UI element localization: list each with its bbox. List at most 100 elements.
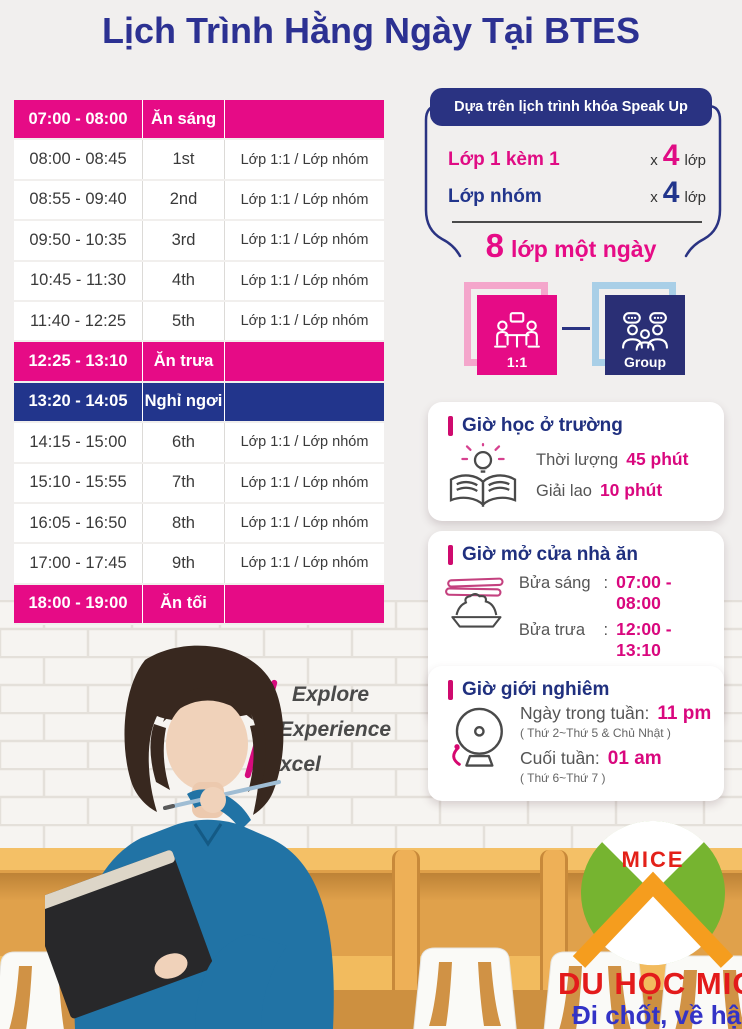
mice-logo: MICE <box>572 820 734 968</box>
cell-activity <box>225 100 384 138</box>
cell-activity: Lớp 1:1 / Lớp nhóm <box>240 434 369 451</box>
one-on-one-tile: 1:1 <box>477 295 557 375</box>
colon: : <box>603 621 609 639</box>
group-tile: Group <box>605 295 685 375</box>
group-label: Group <box>624 354 666 370</box>
table-row: 08:00 - 08:45 1st Lớp 1:1 / Lớp nhóm <box>14 140 384 181</box>
class-unit: lớp <box>684 152 706 169</box>
row-label: Bửa trưa <box>518 621 586 639</box>
class-count: 4 <box>662 139 680 172</box>
pink-bar-icon <box>448 545 453 565</box>
class-count: 4 <box>662 176 680 209</box>
card-title: Giờ mở cửa nhà ăn <box>462 544 638 565</box>
cell-period: 1st <box>143 140 225 179</box>
table-row: 08:55 - 09:40 2nd Lớp 1:1 / Lớp nhóm <box>14 180 384 222</box>
cell-time: 10:45 - 11:30 <box>14 261 143 300</box>
cell-time: 18:00 - 19:00 <box>14 584 143 624</box>
cell-time: 14:15 - 15:00 <box>14 423 143 462</box>
cell-time: 07:00 - 08:00 <box>14 100 143 139</box>
cell-period: 3rd <box>143 221 225 260</box>
cell-period: Ăn tối <box>143 584 225 624</box>
row-value: 07:00 - 08:00 <box>616 572 672 613</box>
cell-period: Ăn trưa <box>143 342 225 381</box>
logo-brand-text: MICE <box>622 847 685 872</box>
rice-meal-icon <box>445 577 504 628</box>
one-on-one-label: 1:1 <box>506 354 528 370</box>
alarm-bell-icon <box>452 707 503 767</box>
card-title: Giờ giới nghiêm <box>462 679 610 700</box>
speakup-row: Lớp nhóm x 4 lớp <box>448 178 706 208</box>
table-row: 09:50 - 10:35 3rd Lớp 1:1 / Lớp nhóm <box>14 221 384 262</box>
cell-activity: Lớp 1:1 / Lớp nhóm <box>240 474 369 491</box>
cell-time: 16:05 - 16:50 <box>14 503 143 543</box>
cell-activity: Lớp 1:1 / Lớp nhóm <box>240 313 369 330</box>
table-row: 15:10 - 15:55 7th Lớp 1:1 / Lớp nhóm <box>14 463 384 504</box>
table-row: 07:00 - 08:00 Ăn sáng <box>14 100 384 141</box>
cell-time: 17:00 - 17:45 <box>14 544 143 583</box>
speakup-total: 8 lớp một ngày <box>430 229 712 263</box>
row-note: ( Thứ 2~Thứ 5 & Chủ Nhật ) <box>520 726 671 740</box>
card-title: Giờ học ở trường <box>462 415 623 436</box>
cell-time: 15:10 - 15:55 <box>14 463 143 502</box>
cell-period: 7th <box>143 463 225 502</box>
table-row: 14:15 - 15:00 6th Lớp 1:1 / Lớp nhóm <box>14 423 384 464</box>
row-label: Ngày trong tuần: <box>520 703 650 723</box>
one-on-one-class-icon <box>494 312 540 348</box>
cell-activity <box>225 342 384 380</box>
row-note: ( Thứ 6~Thứ 7 ) <box>520 771 606 785</box>
cell-period: 5th <box>143 301 225 341</box>
cell-activity: Lớp 1:1 / Lớp nhóm <box>240 191 369 208</box>
cell-time: 08:55 - 09:40 <box>14 180 143 220</box>
cell-period: Nghỉ ngơi <box>143 382 225 422</box>
table-row: 13:20 - 14:05 Nghỉ ngơi <box>14 382 384 424</box>
class-unit: lớp <box>684 189 706 206</box>
dash-separator <box>562 327 590 330</box>
logo-name: DU HỌC MICE <box>558 966 742 1001</box>
speakup-row: Lớp 1 kèm 1 x 4 lớp <box>448 141 706 171</box>
row-value: 10 phút <box>599 480 663 500</box>
speakup-row-label: Lớp nhóm <box>448 186 542 207</box>
cell-activity: Lớp 1:1 / Lớp nhóm <box>240 272 369 289</box>
row-label: Thời lượng <box>536 451 619 469</box>
page-title: Lịch Trình Hằng Ngày Tại BTES <box>101 10 641 51</box>
desk-divider <box>392 850 420 990</box>
table-row: 11:40 - 12:25 5th Lớp 1:1 / Lớp nhóm <box>14 301 384 343</box>
table-row: 10:45 - 11:30 4th Lớp 1:1 / Lớp nhóm <box>14 261 384 302</box>
logo-slogan: Đi chốt, về hậu <box>572 1000 742 1029</box>
row-value: 01 am <box>607 748 662 769</box>
total-text: lớp một ngày <box>510 236 657 262</box>
cell-time: 11:40 - 12:25 <box>14 301 143 341</box>
row-label: Giải lao <box>536 482 592 500</box>
row-value: 45 phút <box>626 449 689 469</box>
pink-bar-icon <box>448 680 453 700</box>
cell-activity <box>225 383 384 421</box>
cell-time: 13:20 - 14:05 <box>14 382 143 422</box>
table-row: 18:00 - 19:00 Ăn tối <box>14 584 384 626</box>
total-number: 8 <box>485 227 504 264</box>
times-sign: x <box>650 152 658 169</box>
table-row: 16:05 - 16:50 8th Lớp 1:1 / Lớp nhóm <box>14 503 384 545</box>
row-value: 12:00 - 13:10 <box>616 619 672 660</box>
row-label: Bửa sáng <box>518 574 591 592</box>
cell-time: 12:25 - 13:10 <box>14 342 143 381</box>
times-sign: x <box>650 189 658 206</box>
cell-activity: Lớp 1:1 / Lớp nhóm <box>240 232 369 249</box>
cell-period: 9th <box>143 544 225 583</box>
student-photo <box>45 645 334 1029</box>
book-lightbulb-icon <box>449 443 517 507</box>
cell-time: 09:50 - 10:35 <box>14 221 143 260</box>
motto-line: Experience <box>279 718 392 741</box>
row-label: Cuối tuần: <box>520 748 600 768</box>
row-value: 11 pm <box>657 703 712 724</box>
motto-line: Explore <box>292 683 370 706</box>
cell-activity: Lớp 1:1 / Lớp nhóm <box>240 151 369 168</box>
cell-period: 8th <box>143 503 225 543</box>
cell-time: 08:00 - 08:45 <box>14 140 143 179</box>
cell-activity <box>225 585 384 623</box>
speakup-row-label: Lớp 1 kèm 1 <box>448 149 560 170</box>
cell-period: 2nd <box>143 180 225 220</box>
speakup-header: Dựa trên lịch trình khóa Speak Up <box>430 88 712 126</box>
speakup-divider <box>452 221 702 223</box>
card-curfew: Giờ giới nghiêm Ngày trong tuần: 11 pm ( … <box>428 666 724 801</box>
